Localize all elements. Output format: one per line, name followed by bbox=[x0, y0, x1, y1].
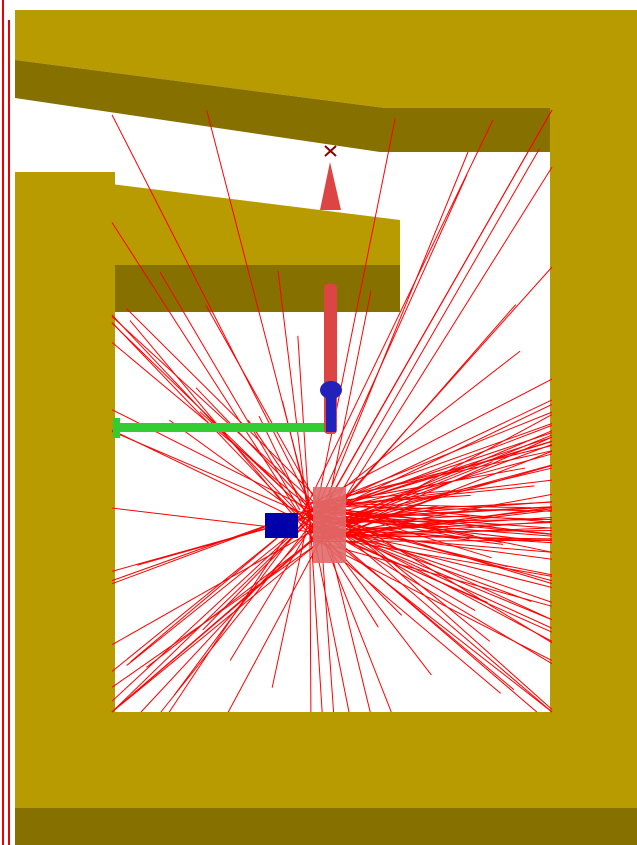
ray-line bbox=[314, 510, 553, 529]
ray-line bbox=[229, 508, 323, 661]
ray-line bbox=[318, 174, 468, 505]
ray-line bbox=[327, 506, 553, 644]
ray-line bbox=[314, 540, 553, 607]
ray-line bbox=[146, 538, 315, 668]
ray-line bbox=[313, 444, 553, 505]
detector-block[interactable] bbox=[265, 513, 298, 538]
ray-line bbox=[309, 508, 553, 621]
ray-line bbox=[326, 528, 553, 560]
ray-line bbox=[321, 529, 553, 588]
ray-line bbox=[320, 504, 553, 553]
ray-line bbox=[325, 521, 553, 532]
top-wall-slab bbox=[15, 10, 637, 152]
ray-line bbox=[313, 515, 553, 582]
ray-line bbox=[202, 511, 319, 631]
ray-line bbox=[111, 538, 324, 713]
y-axis-cone bbox=[320, 162, 341, 210]
ray-line bbox=[317, 501, 553, 523]
ray-line bbox=[319, 506, 553, 522]
x-axis-tip bbox=[113, 418, 120, 438]
ray-line bbox=[126, 308, 326, 507]
ray-line bbox=[126, 519, 309, 666]
bottom-wall-shadow bbox=[15, 808, 637, 845]
ray-line bbox=[317, 151, 469, 521]
ray-line bbox=[111, 529, 323, 713]
ray-line bbox=[299, 119, 494, 521]
ray-line bbox=[173, 508, 314, 696]
ray-line bbox=[314, 479, 553, 509]
ray-line bbox=[195, 387, 327, 524]
ray-line bbox=[324, 411, 553, 504]
ray-line bbox=[325, 505, 553, 512]
ray-line bbox=[160, 525, 310, 713]
ray-line bbox=[111, 114, 313, 509]
ray-line bbox=[315, 539, 553, 662]
source-block[interactable] bbox=[313, 487, 346, 563]
ray-line bbox=[271, 509, 311, 688]
ray-line bbox=[111, 314, 306, 521]
ray-line bbox=[316, 510, 553, 713]
ray-line bbox=[159, 271, 301, 511]
ray-line bbox=[316, 537, 502, 694]
ray-line bbox=[169, 419, 322, 531]
x-axis-arrow[interactable] bbox=[113, 423, 331, 432]
ray-line bbox=[318, 166, 553, 539]
ray-line bbox=[308, 506, 323, 713]
ray-line bbox=[311, 118, 396, 532]
ray-line bbox=[111, 316, 319, 507]
ray-line bbox=[325, 403, 553, 514]
ray-line bbox=[324, 494, 471, 506]
ray-line bbox=[316, 399, 553, 512]
origin-cross-marker bbox=[324, 145, 337, 157]
ray-line bbox=[140, 522, 318, 713]
ray-line bbox=[322, 504, 553, 710]
ray-line bbox=[325, 443, 553, 530]
ray-line bbox=[323, 533, 553, 713]
ray-line bbox=[258, 415, 313, 528]
ray-line bbox=[205, 304, 325, 516]
ray-line bbox=[309, 378, 553, 506]
ray-line bbox=[319, 525, 538, 713]
ray-line bbox=[323, 506, 491, 642]
z-axis-arrow[interactable] bbox=[320, 381, 342, 432]
ray-line bbox=[111, 519, 311, 713]
ray-line bbox=[317, 522, 532, 603]
axis-gizmo[interactable] bbox=[113, 145, 342, 438]
ray-line bbox=[312, 350, 521, 513]
ray-line bbox=[309, 521, 312, 713]
ray-line bbox=[111, 222, 313, 534]
ray-line bbox=[206, 109, 316, 529]
bottom-wall bbox=[15, 712, 637, 810]
ray-line bbox=[321, 461, 493, 531]
ray-line bbox=[315, 109, 553, 523]
ray-line bbox=[326, 424, 553, 512]
ray-line bbox=[309, 509, 553, 585]
ray-line bbox=[309, 493, 553, 540]
ray-line bbox=[321, 148, 540, 527]
